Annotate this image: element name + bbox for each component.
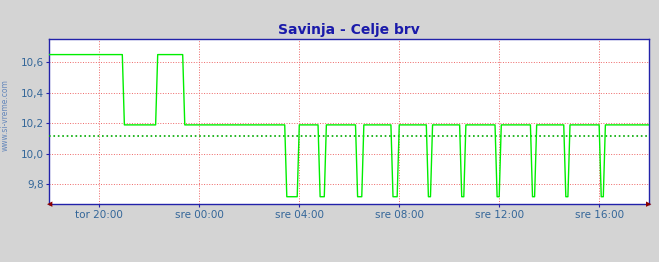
Title: Savinja - Celje brv: Savinja - Celje brv (278, 23, 420, 37)
Text: ▶: ▶ (646, 202, 652, 208)
Text: ◀: ◀ (47, 202, 52, 208)
Text: www.si-vreme.com: www.si-vreme.com (1, 79, 10, 151)
